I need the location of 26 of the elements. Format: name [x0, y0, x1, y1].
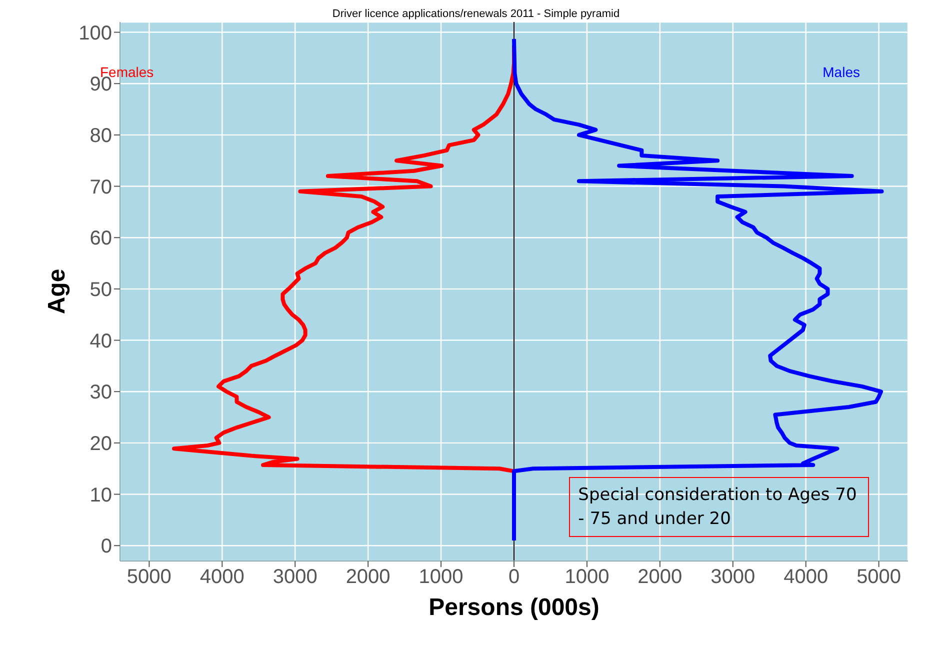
text: Males	[822, 64, 860, 80]
y-tick-label: 70	[90, 176, 112, 198]
x-tick-label: 4000	[200, 566, 244, 588]
y-tick-label: 50	[90, 279, 112, 302]
x-tick-label: 5000	[856, 566, 902, 588]
x-axis-title: Persons (000s)	[428, 594, 600, 621]
x-tick-label: 3000	[710, 566, 756, 588]
x-tick-label: 5000	[126, 566, 172, 588]
y-tick-label: 0	[100, 536, 112, 558]
y-tick-label: 30	[90, 382, 112, 404]
y-tick-label: 80	[90, 125, 112, 148]
annotation: Special consideration to Ages 70 - 75 and under 20	[569, 477, 870, 538]
y-tick-label: 10	[90, 484, 112, 506]
x-tick-label: 1000	[418, 566, 464, 588]
x-tick-label: 0	[508, 566, 520, 588]
y-tick-label: 100	[78, 22, 112, 44]
x-tick-label: 3000	[272, 566, 318, 588]
x-tick-label: 2000	[638, 566, 682, 588]
chart-title: Driver licence applications/renewals 2011 - Simple pyramid	[331, 8, 621, 20]
y-tick-label: 20	[90, 433, 112, 456]
x-tick-label: 1000	[564, 566, 610, 588]
y-tick-label: 40	[90, 330, 112, 352]
x-tick-label: 2000	[346, 566, 390, 588]
y-tick-label: 60	[90, 228, 112, 250]
x-tick-label: 4000	[784, 566, 828, 588]
y-axis-title: Age	[44, 268, 71, 314]
